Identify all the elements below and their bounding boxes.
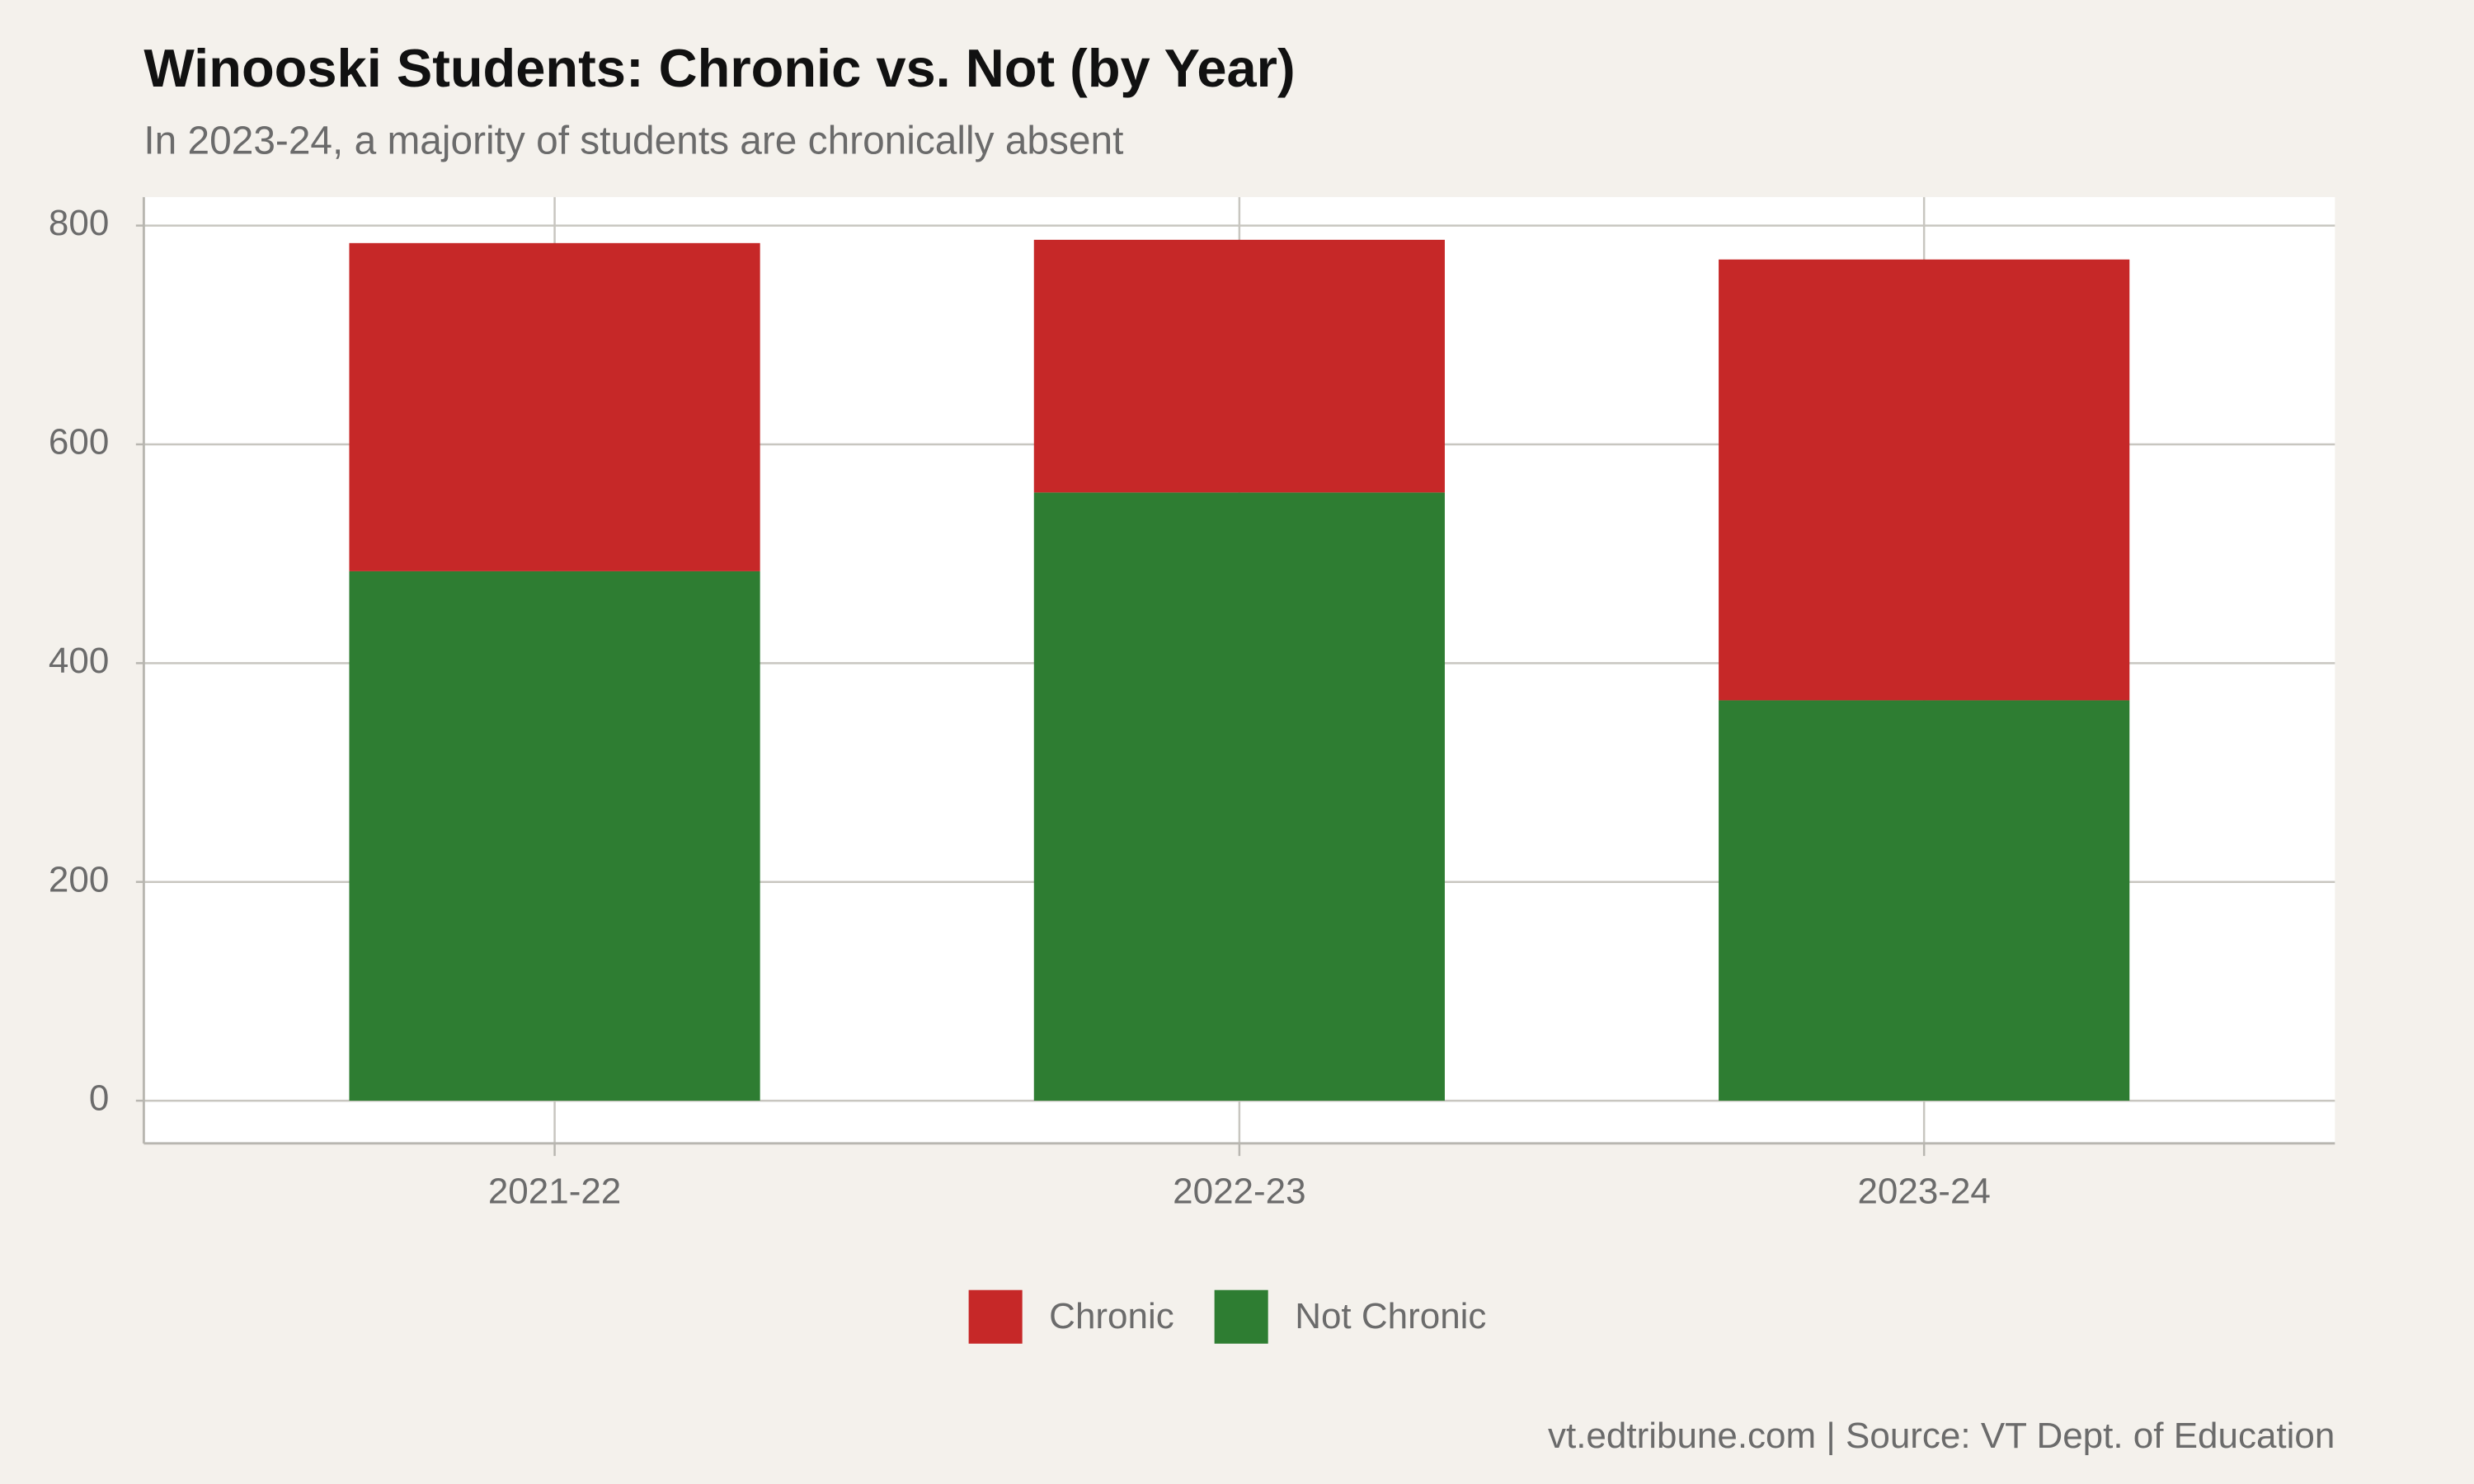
y-tick-label: 400 xyxy=(49,641,109,681)
x-tick-label: 2021-22 xyxy=(488,1172,621,1212)
legend-label: Not Chronic xyxy=(1295,1296,1486,1336)
bar-segment xyxy=(349,242,760,571)
bar-segment xyxy=(1033,492,1445,1101)
legend-swatch xyxy=(1214,1289,1268,1344)
y-tick-label: 200 xyxy=(49,859,109,899)
bar-segment xyxy=(1033,239,1445,493)
y-tick-label: 0 xyxy=(89,1078,109,1119)
x-tick-label: 2023-24 xyxy=(1857,1172,1990,1212)
legend-label: Chronic xyxy=(1049,1296,1174,1336)
chart-subtitle: In 2023-24, a majority of students are c… xyxy=(143,120,1123,163)
bar-segment xyxy=(349,571,760,1101)
y-tick-label: 800 xyxy=(49,203,109,243)
y-tick-label: 600 xyxy=(49,422,109,463)
legend-swatch xyxy=(968,1289,1023,1344)
x-tick-label: 2022-23 xyxy=(1173,1172,1305,1212)
bar-segment xyxy=(1719,700,2130,1101)
caption: vt.edtribune.com | Source: VT Dept. of E… xyxy=(1548,1416,2335,1456)
chart-title: Winooski Students: Chronic vs. Not (by Y… xyxy=(143,38,1295,98)
bar-segment xyxy=(1719,259,2130,701)
